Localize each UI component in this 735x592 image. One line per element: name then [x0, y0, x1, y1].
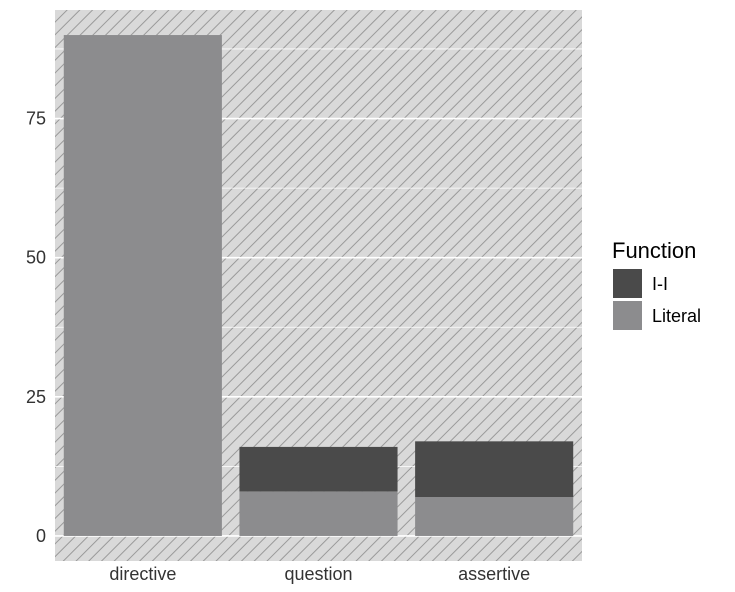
y-axis: 0 25 50 75	[26, 109, 46, 546]
bar-directive-Literal	[63, 35, 222, 536]
y-tick-label: 75	[26, 109, 46, 129]
bar-question-Literal	[239, 491, 398, 536]
y-tick-label: 25	[26, 387, 46, 407]
legend-label: Literal	[652, 306, 701, 326]
x-tick-label: assertive	[458, 564, 530, 584]
legend-swatch	[613, 269, 642, 298]
bar-assertive-Literal	[415, 496, 574, 536]
x-axis: directive question assertive	[109, 564, 530, 584]
bar-question-I-I	[239, 446, 398, 492]
y-tick-label: 0	[36, 526, 46, 546]
x-tick-label: question	[284, 564, 352, 584]
bars	[63, 35, 574, 536]
bar-assertive-I-I	[415, 441, 574, 497]
x-tick-label: directive	[109, 564, 176, 584]
legend-swatch	[613, 301, 642, 330]
legend-label: I-I	[652, 274, 668, 294]
legend-title: Function	[612, 238, 696, 263]
y-tick-label: 50	[26, 248, 46, 268]
legend: Function I-I Literal	[612, 238, 701, 330]
